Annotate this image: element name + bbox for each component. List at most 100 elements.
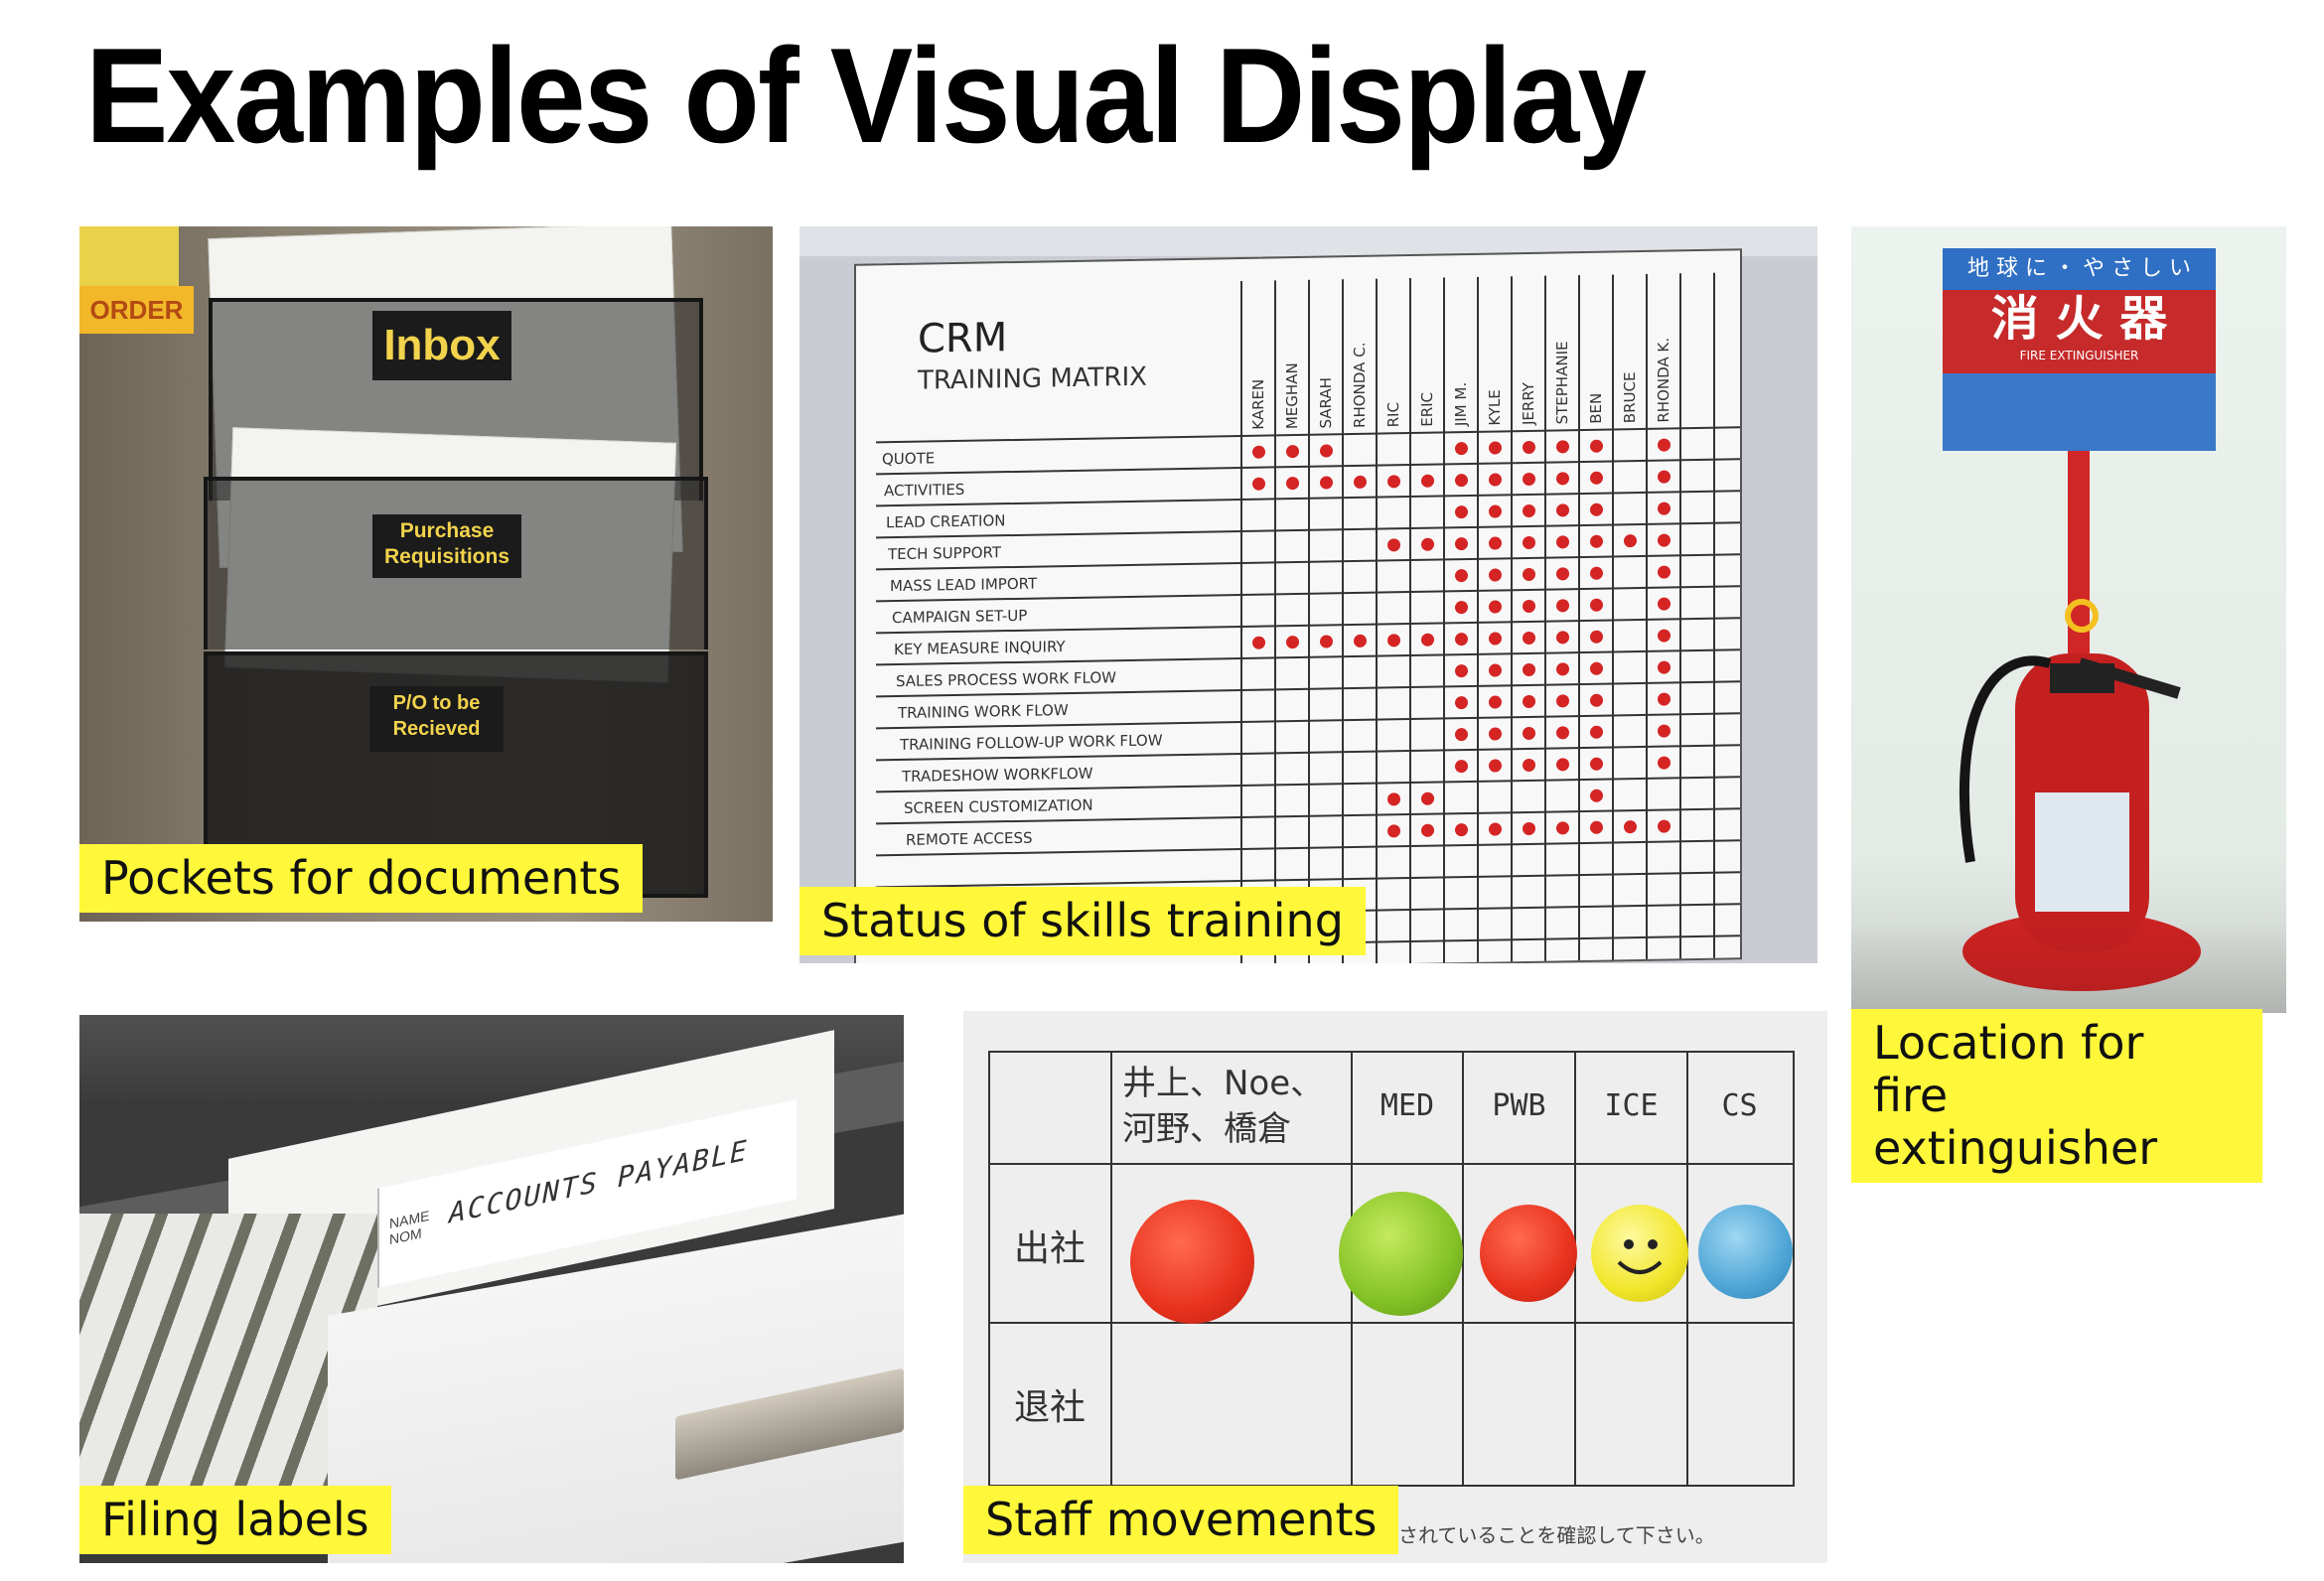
matrix-dot [1522, 599, 1535, 613]
matrix-dot [1522, 662, 1535, 676]
matrix-dot [1657, 501, 1670, 515]
matrix-dot [1657, 596, 1670, 611]
matrix-dot [1285, 476, 1299, 490]
matrix-dot [1589, 439, 1603, 453]
matrix-hline [876, 806, 1740, 825]
matrix-dot [1454, 822, 1468, 836]
matrix-row-label: TRAINING FOLLOW-UP WORK FLOW [900, 731, 1163, 754]
matrix-dot [1454, 473, 1468, 487]
matrix-dot [1454, 727, 1468, 741]
name-cell-line2: 河野、橋倉 [1122, 1109, 1291, 1149]
matrix-dot [1488, 662, 1502, 677]
matrix-dot [1522, 631, 1535, 645]
matrix-dot [1657, 659, 1670, 674]
matrix-dot [1589, 566, 1603, 580]
matrix-dot [1488, 821, 1502, 836]
magnet-smiley [1591, 1205, 1688, 1302]
matrix-hline [876, 457, 1740, 476]
matrix-dot [1589, 820, 1603, 834]
matrix-dot [1657, 564, 1670, 579]
grid-hline-1 [988, 1163, 1793, 1165]
matrix-dot [1488, 758, 1502, 773]
matrix-dot [1488, 440, 1502, 455]
matrix-dot [1488, 599, 1502, 614]
matrix-row-label: KEY MEASURE INQUIRY [894, 638, 1066, 659]
matrix-dot [1657, 723, 1670, 738]
matrix-hline [876, 775, 1740, 793]
matrix-hline [876, 711, 1740, 730]
grid-vline-3 [1462, 1051, 1464, 1485]
matrix-hline [876, 743, 1740, 762]
matrix-dot [1454, 600, 1468, 614]
grid-vline-4 [1574, 1051, 1576, 1485]
matrix-hline [876, 489, 1740, 507]
label-inbox: Inbox [372, 311, 511, 380]
matrix-row-label: TECH SUPPORT [888, 543, 1002, 564]
caption-extinguisher-line1: Location for [1873, 1016, 2144, 1070]
matrix-dot [1386, 633, 1400, 647]
matrix-dot [1488, 503, 1502, 518]
matrix-col-name: RHONDA C. [1351, 342, 1369, 429]
matrix-row-label: CAMPAIGN SET-UP [892, 606, 1028, 628]
matrix-dot [1454, 504, 1468, 518]
matrix-dot [1623, 819, 1637, 833]
matrix-hline [876, 520, 1740, 539]
matrix-dot [1555, 503, 1569, 516]
footer-note: 疑がされていることを確認して下さい。 [1359, 1523, 1715, 1547]
matrix-dot [1522, 503, 1535, 517]
matrix-dot [1589, 789, 1603, 802]
floor-shadow [1851, 922, 2286, 1013]
matrix-dot [1555, 598, 1569, 612]
matrix-dot [1589, 725, 1603, 739]
matrix-row-label: ACTIVITIES [884, 480, 965, 501]
matrix-dot [1555, 757, 1569, 771]
matrix-dot [1555, 661, 1569, 675]
matrix-row-label: LEAD CREATION [886, 511, 1006, 532]
matrix-dot [1488, 726, 1502, 741]
matrix-dot [1522, 472, 1535, 486]
matrix-col-name: RHONDA K. [1655, 337, 1672, 423]
matrix-row-label: MASS LEAD IMPORT [890, 574, 1038, 596]
matrix-dot [1454, 536, 1468, 550]
pockets-photo: ORDER Inbox Purchase Requisitions P/O to… [79, 226, 773, 922]
matrix-dot [1589, 757, 1603, 771]
matrix-row-label: REMOTE ACCESS [906, 828, 1033, 849]
caption-filing: Filing labels [79, 1486, 391, 1554]
col-pwb: PWB [1492, 1088, 1546, 1123]
matrix-dot [1657, 691, 1670, 706]
matrix-dot [1251, 636, 1265, 649]
magnet-red-large [1130, 1200, 1254, 1324]
matrix-dot [1420, 823, 1434, 837]
slide-title: Examples of Visual Display [85, 20, 1647, 171]
name-cell: 井上、Noe、 河野、橋倉 [1112, 1061, 1361, 1152]
matrix-hline [876, 425, 1740, 444]
matrix-dot [1488, 694, 1502, 709]
magnet-blue [1698, 1205, 1793, 1299]
matrix-dot [1454, 441, 1468, 455]
matrix-dot [1522, 726, 1535, 740]
matrix-hline [876, 870, 1740, 889]
matrix-col-name: ERIC [1418, 391, 1436, 427]
matrix-dot [1454, 759, 1468, 773]
matrix-dot [1285, 444, 1299, 458]
matrix-dot [1454, 568, 1468, 582]
matrix-row-label: TRADESHOW WORKFLOW [902, 764, 1093, 786]
matrix-dot [1589, 598, 1603, 612]
matrix-col-name: KAREN [1249, 378, 1267, 430]
matrix-col-name: KYLE [1486, 389, 1504, 426]
matrix-dot [1555, 471, 1569, 485]
matrix-dot [1555, 725, 1569, 739]
matrix-dot [1522, 821, 1535, 835]
matrix-dot [1555, 693, 1569, 707]
matrix-dot [1522, 567, 1535, 581]
matrix-dot [1589, 661, 1603, 675]
matrix-dot [1522, 440, 1535, 454]
training-board: CRM TRAINING MATRIX KAREN MEGHAN SARAH RHON… [854, 248, 1742, 963]
matrix-row-label: SALES PROCESS WORK FLOW [896, 668, 1116, 691]
matrix-dot [1522, 694, 1535, 708]
matrix-dot [1589, 503, 1603, 516]
matrix-dot [1589, 693, 1603, 707]
extinguisher-icon [1959, 599, 2201, 991]
matrix-col-name: STEPHANIE [1553, 341, 1571, 425]
matrix-col-name: BRUCE [1621, 371, 1639, 424]
